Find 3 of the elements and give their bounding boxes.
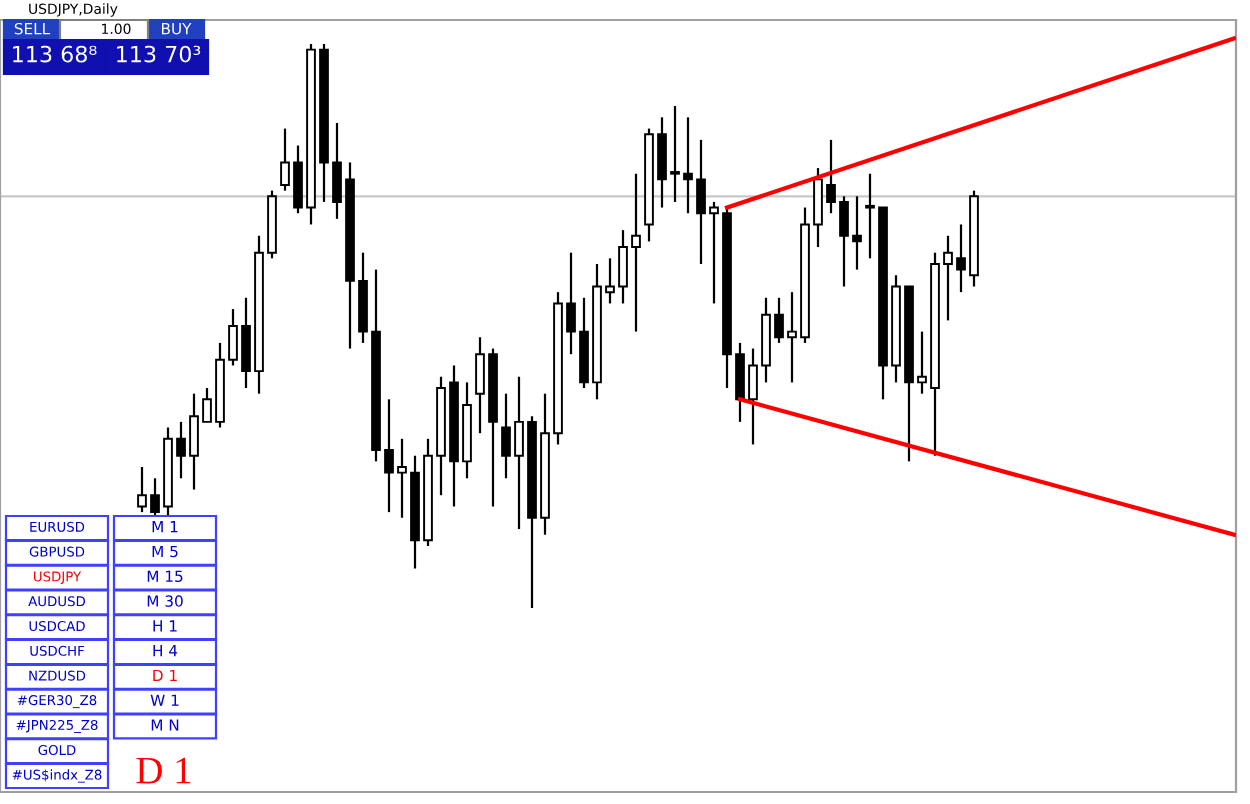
- text: D 1: [136, 757, 191, 784]
- annotation: 113 70³: [117, 45, 201, 63]
- text: 113 68⁸: [13, 45, 97, 63]
